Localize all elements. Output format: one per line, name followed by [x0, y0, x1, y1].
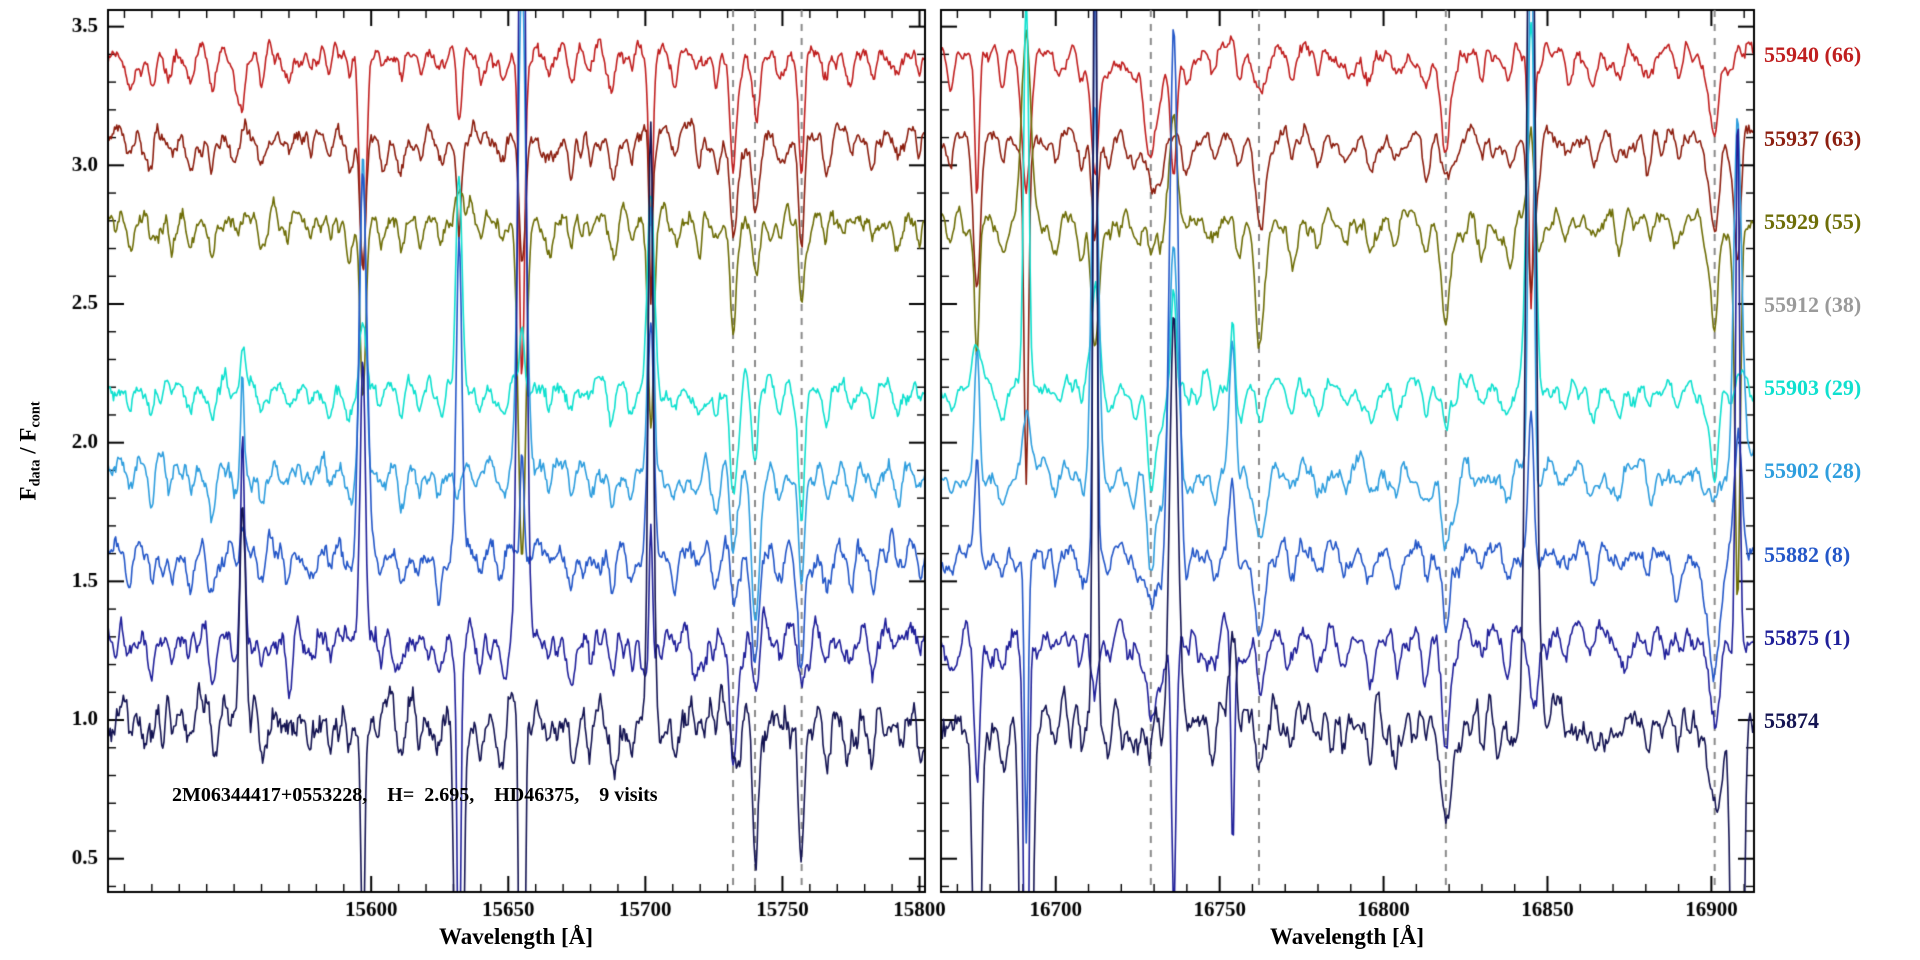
y-axis-label: Fdata / Fcont — [16, 401, 45, 500]
y-axis-label-sub-cont: cont — [27, 401, 44, 428]
x-axis-label-right: Wavelength [Å] — [1270, 924, 1424, 949]
y-axis-label-sub-data: data — [27, 459, 44, 487]
target-annotation: 2M06344417+0553228, H= 2.695, HD46375, 9… — [172, 784, 658, 806]
y-axis-label-mid: / F — [15, 427, 41, 460]
y-axis-label-f1: F — [15, 486, 41, 501]
x-axis-label-left: Wavelength [Å] — [439, 924, 593, 949]
